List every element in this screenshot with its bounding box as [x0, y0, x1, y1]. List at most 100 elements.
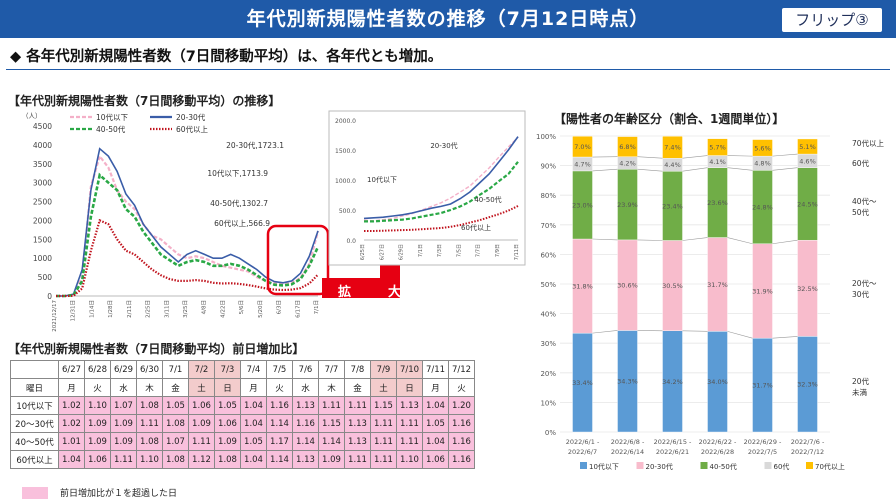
table-row: 曜日月火水木金土日月火水木金土日月火 — [10, 378, 475, 397]
bar-category-label: 2022/6/29 - — [744, 438, 782, 446]
y-tick-label: 2000 — [33, 216, 52, 225]
series-connector — [637, 168, 663, 172]
x-tick-label: 7/1日 — [313, 300, 320, 314]
ratio-cell: 1.11 — [136, 414, 163, 433]
inset-x-tick: 7/7日 — [476, 244, 482, 257]
main-line-chart: （人） 0 500 1000 1500 2000 2500 3000 3500 4000 4500 2… — [22, 112, 320, 332]
ratio-cell: 1.05 — [162, 396, 189, 415]
date-header: 7/9 — [370, 360, 397, 379]
date-header: 6/30 — [136, 360, 163, 379]
ratio-cell: 1.15 — [318, 414, 345, 433]
highlight-swatch — [22, 487, 48, 499]
bar-data-label: 23.4% — [662, 202, 683, 210]
weekday-cell: 土 — [188, 378, 215, 397]
date-header: 6/27 — [58, 360, 85, 379]
bar-data-label: 31.7% — [707, 281, 728, 289]
bar-side-label: 20代 — [852, 376, 870, 386]
bar-data-label: 23.0% — [572, 201, 593, 209]
y-unit-label: （人） — [22, 112, 42, 120]
series-connector — [727, 167, 753, 171]
table-row: 10代以下 1.02 1.10 1.07 1.08 1.05 1.06 1.05 1.04 1.1… — [10, 396, 475, 415]
ratio-cell: 1.11 — [370, 414, 397, 433]
zoom-label: 拡 大 — [338, 285, 414, 300]
inset-annotation: 40-50代 — [474, 195, 501, 204]
inset-annotation: 10代以下 — [367, 175, 397, 184]
ratio-cell: 1.09 — [318, 450, 345, 469]
series-connector — [772, 239, 798, 245]
date-header: 7/4 — [240, 360, 267, 379]
bar-data-label: 6.8% — [619, 143, 636, 151]
ratio-cell: 1.09 — [84, 414, 111, 433]
table-row: 20～30代 1.02 1.09 1.09 1.11 1.08 1.09 1.06 1.04 1.… — [10, 414, 475, 433]
ratio-cell: 1.04 — [240, 414, 267, 433]
ratio-cell: 1.01 — [58, 432, 85, 451]
bar-legend-label: 20-30代 — [646, 462, 673, 471]
inset-x-tick: 7/11日 — [514, 244, 520, 260]
series-connector — [772, 336, 798, 339]
ratio-cell: 1.14 — [266, 414, 293, 433]
bar-data-label: 31.7% — [752, 382, 773, 390]
weekday-cell: 火 — [448, 378, 475, 397]
table-row: 6/27 6/28 6/29 6/30 7/1 7/2 7/3 7/4 7/5 7/6 7/7 7/8… — [10, 360, 475, 379]
bar-data-label: 30.5% — [662, 282, 683, 290]
weekday-cell: 水 — [110, 378, 137, 397]
series-connector — [682, 155, 708, 159]
weekday-cell: 火 — [84, 378, 111, 397]
x-tick-label: 4/22日 — [219, 300, 226, 318]
y-tick-label: 1000 — [33, 254, 52, 263]
ratio-cell: 1.16 — [448, 450, 475, 469]
bar-data-label: 5.6% — [754, 144, 771, 152]
y-tick-label: 3000 — [33, 179, 52, 188]
inset-x-tick: 6/29日 — [399, 244, 405, 260]
date-header: 6/29 — [110, 360, 137, 379]
table-row: 40～50代 1.01 1.09 1.09 1.08 1.07 1.11 1.09 1.05 1.… — [10, 432, 475, 451]
series-connector — [592, 330, 618, 334]
weekday-cell: 月 — [240, 378, 267, 397]
bar-data-label: 4.8% — [754, 160, 771, 168]
ratio-cell: 1.11 — [344, 450, 371, 469]
ratio-cell: 1.04 — [240, 450, 267, 469]
bar-legend-label: 60代 — [774, 462, 790, 471]
bar-data-label: 34.2% — [662, 378, 683, 386]
date-header: 7/1 — [162, 360, 189, 379]
date-header: 7/10 — [396, 360, 423, 379]
ratio-cell: 1.13 — [292, 450, 319, 469]
bar-y-tick: 60% — [540, 251, 556, 259]
date-header: 7/6 — [292, 360, 319, 379]
inset-series-line-1 — [363, 136, 519, 220]
ratio-cell: 1.02 — [58, 396, 85, 415]
series-line-2 — [56, 172, 320, 298]
weekday-cell: 日 — [214, 378, 241, 397]
ratio-cell: 1.14 — [318, 432, 345, 451]
bar-data-label: 5.1% — [799, 143, 816, 151]
y-tick-label: 1500 — [33, 235, 52, 244]
bar-y-tick: 70% — [540, 222, 556, 230]
ratio-cell: 1.09 — [110, 414, 137, 433]
ratio-cell: 1.16 — [448, 414, 475, 433]
weekday-cell: 木 — [318, 378, 345, 397]
weekday-cell: 土 — [370, 378, 397, 397]
table-label: 【年代別新規陽性者数（7日間移動平均）前日増加比】 — [8, 342, 305, 356]
bar-segment — [752, 139, 773, 157]
weekday-cell: 日 — [396, 378, 423, 397]
ratio-cell: 1.13 — [344, 414, 371, 433]
series-connector — [592, 168, 618, 172]
bar-legend-label: 40-50代 — [710, 462, 737, 471]
bar-category-label: 2022/6/1 - — [566, 438, 600, 446]
y-tick-label: 3500 — [33, 160, 52, 169]
bar-side-label: 70代以上 — [852, 138, 885, 148]
bar-category-label: 2022/6/14 — [611, 448, 644, 456]
ratio-cell: 1.11 — [396, 414, 423, 433]
ratio-cell: 1.11 — [188, 432, 215, 451]
ratio-cell: 1.16 — [448, 432, 475, 451]
annotation-label: 60代以上,566.9 — [214, 218, 270, 228]
ratio-cell: 1.11 — [344, 396, 371, 415]
right-chart-label: 【陽性者の年齢区分（割合、1週間単位）】 — [554, 112, 785, 126]
y-tick-label: 500 — [38, 273, 53, 282]
date-header: 7/3 — [214, 360, 241, 379]
age-group-label: 10代以下 — [10, 396, 59, 415]
x-tick-label: 2021/12/17 — [52, 300, 58, 332]
left-chart-label: 【年代別新規陽性者数（7日間移動平均）の推移】 — [8, 94, 281, 108]
series-connector — [727, 331, 753, 339]
bar-segment — [572, 136, 593, 158]
